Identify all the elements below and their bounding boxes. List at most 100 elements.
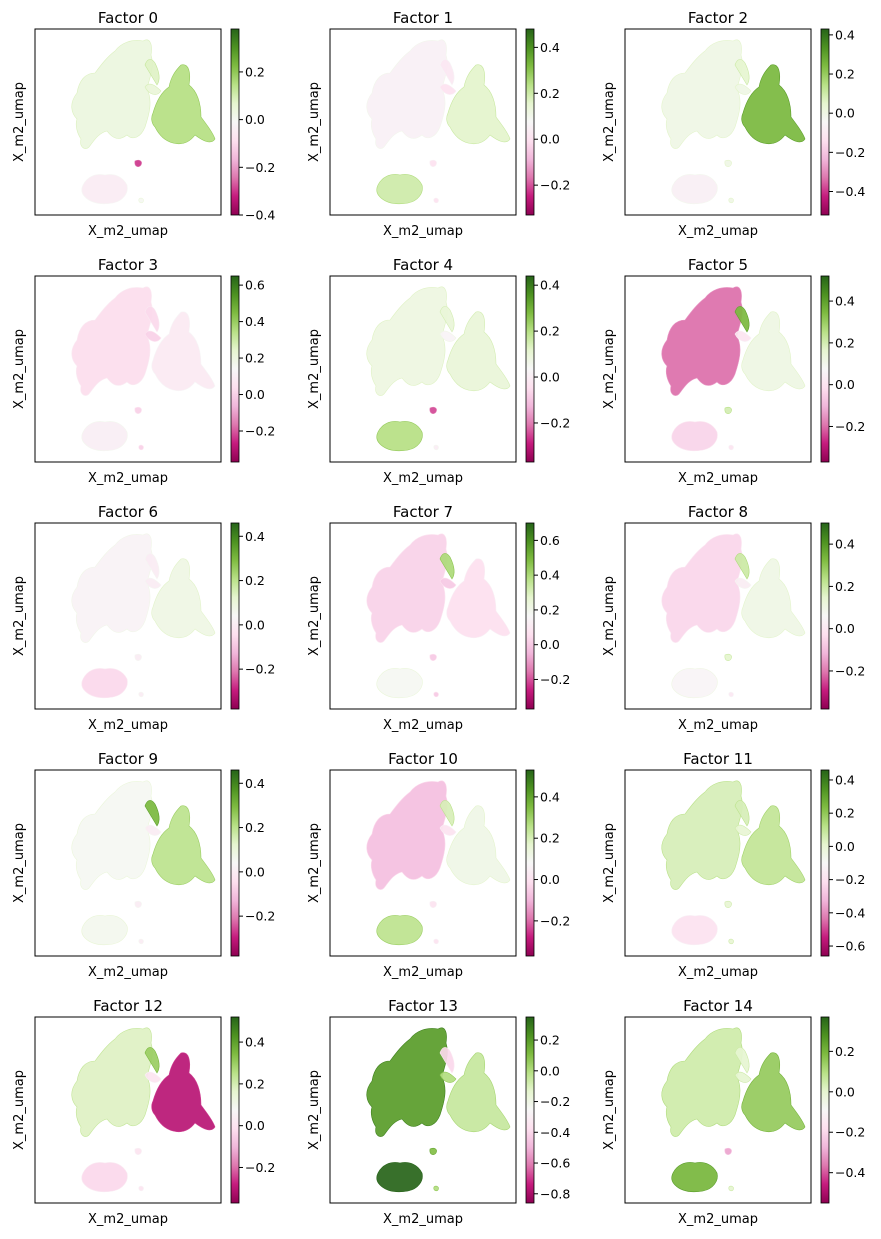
cell-cluster bbox=[734, 83, 752, 95]
colorbar bbox=[820, 769, 830, 957]
factor-panel: Factor 9 X_m2_umap X_m2_umap −0.2 0.0 0.2 0.4 bbox=[12, 750, 275, 980]
colorbar bbox=[525, 769, 535, 957]
cell-cluster bbox=[376, 174, 423, 205]
cell-cluster bbox=[138, 691, 144, 698]
cell-cluster bbox=[71, 780, 153, 890]
cell-cluster bbox=[734, 800, 750, 827]
factor-panel: Factor 12 X_m2_umap X_m2_umap −0.2 0.0 0.2 0.4 bbox=[12, 997, 275, 1227]
cell-cluster bbox=[144, 83, 162, 95]
colorbar-tick-label: 0.4 bbox=[245, 1035, 265, 1050]
panel-title: Factor 11 bbox=[683, 750, 753, 768]
x-axis-label: X_m2_umap bbox=[88, 224, 168, 239]
colorbar-tick-label: 0.2 bbox=[245, 351, 265, 366]
cell-cluster bbox=[728, 444, 734, 451]
colorbar-tick-label: 0.0 bbox=[245, 112, 265, 127]
colorbar bbox=[230, 1016, 240, 1204]
colorbar-tick-label: −0.2 bbox=[245, 662, 275, 677]
cell-cluster bbox=[734, 330, 752, 342]
colorbar-tick-label: 0.0 bbox=[835, 621, 855, 636]
x-axis-label: X_m2_umap bbox=[383, 471, 463, 486]
cell-cluster bbox=[151, 805, 216, 886]
x-axis-label: X_m2_umap bbox=[88, 965, 168, 980]
cell-cluster bbox=[429, 406, 437, 414]
colorbar-tick-label: 0.0 bbox=[245, 864, 265, 879]
colorbar bbox=[525, 28, 535, 216]
y-axis-label: X_m2_umap bbox=[12, 823, 27, 903]
cell-cluster bbox=[366, 286, 448, 396]
x-axis-label: X_m2_umap bbox=[88, 471, 168, 486]
cell-cluster bbox=[71, 39, 153, 149]
panel-title: Factor 1 bbox=[393, 9, 453, 27]
colorbar-tick-label: 0.4 bbox=[540, 40, 560, 55]
x-axis-label: X_m2_umap bbox=[383, 1212, 463, 1227]
cell-cluster bbox=[446, 558, 511, 639]
panel-title: Factor 4 bbox=[393, 256, 453, 274]
colorbar bbox=[525, 1016, 535, 1204]
cell-cluster bbox=[429, 653, 437, 661]
cell-cluster bbox=[138, 938, 144, 945]
cell-cluster bbox=[439, 1047, 455, 1074]
colorbar-tick-label: −0.2 bbox=[245, 424, 275, 439]
x-axis-label: X_m2_umap bbox=[678, 965, 758, 980]
colorbar bbox=[820, 1016, 830, 1204]
cell-cluster bbox=[734, 59, 750, 86]
panel-title: Factor 9 bbox=[98, 750, 158, 768]
y-axis-label: X_m2_umap bbox=[307, 82, 322, 162]
colorbar-tick-label: 0.4 bbox=[835, 294, 855, 309]
x-axis-label: X_m2_umap bbox=[678, 224, 758, 239]
colorbar bbox=[525, 275, 535, 463]
cell-cluster bbox=[671, 421, 718, 452]
factor-panel: Factor 7 X_m2_umap X_m2_umap −0.2 0.0 0.2 0.4 0… bbox=[307, 503, 570, 733]
cell-cluster bbox=[144, 330, 162, 342]
x-axis-label: X_m2_umap bbox=[88, 718, 168, 733]
cell-cluster bbox=[151, 558, 216, 639]
colorbar-tick-label: 0.2 bbox=[245, 573, 265, 588]
y-axis-label: X_m2_umap bbox=[602, 82, 617, 162]
colorbar-tick-label: 0.2 bbox=[540, 86, 560, 101]
colorbar-tick-label: −0.2 bbox=[540, 1094, 570, 1109]
cell-cluster bbox=[734, 824, 752, 836]
colorbar-tick-label: −0.2 bbox=[540, 672, 570, 687]
cell-cluster bbox=[433, 197, 439, 204]
colorbar-tick-label: −0.2 bbox=[245, 1160, 275, 1175]
y-axis-label: X_m2_umap bbox=[602, 823, 617, 903]
cell-cluster bbox=[439, 330, 457, 342]
cell-cluster bbox=[144, 1047, 160, 1074]
colorbar-tick-label: 0.0 bbox=[540, 637, 560, 652]
cell-cluster bbox=[741, 311, 806, 392]
cell-cluster bbox=[134, 653, 142, 661]
cell-cluster bbox=[81, 421, 128, 452]
colorbar-tick-label: 0.4 bbox=[835, 772, 855, 787]
factor-panel: Factor 14 X_m2_umap X_m2_umap −0.4 −0.2 0.0 0.… bbox=[602, 997, 865, 1227]
cell-cluster bbox=[376, 421, 423, 452]
colorbar-tick-label: 0.2 bbox=[245, 64, 265, 79]
colorbar-tick-label: 0.6 bbox=[540, 533, 560, 548]
cell-cluster bbox=[728, 197, 734, 204]
cell-cluster bbox=[671, 1162, 718, 1193]
cell-cluster bbox=[439, 553, 455, 580]
y-axis-label: X_m2_umap bbox=[12, 576, 27, 656]
cell-cluster bbox=[661, 1027, 743, 1137]
colorbar-tick-label: 0.2 bbox=[540, 324, 560, 339]
colorbar bbox=[525, 522, 535, 710]
cell-cluster bbox=[741, 1052, 806, 1133]
cell-cluster bbox=[429, 900, 437, 908]
cell-cluster bbox=[741, 64, 806, 145]
y-axis-label: X_m2_umap bbox=[602, 329, 617, 409]
colorbar-tick-label: −0.2 bbox=[540, 913, 570, 928]
panel-title: Factor 3 bbox=[98, 256, 158, 274]
cell-cluster bbox=[138, 197, 144, 204]
colorbar-tick-label: −0.4 bbox=[245, 208, 275, 223]
colorbar-tick-label: −0.2 bbox=[540, 415, 570, 430]
cell-cluster bbox=[724, 406, 732, 414]
colorbar-tick-label: 0.0 bbox=[540, 132, 560, 147]
colorbar-tick-label: −0.8 bbox=[540, 1186, 570, 1201]
cell-cluster bbox=[144, 577, 162, 589]
cell-cluster bbox=[71, 286, 153, 396]
cell-cluster bbox=[429, 1147, 437, 1155]
factor-panel: Factor 0 X_m2_umap X_m2_umap −0.4 −0.2 0.0 0.2 bbox=[12, 9, 275, 239]
colorbar-tick-label: 0.4 bbox=[245, 529, 265, 544]
cell-cluster bbox=[734, 1047, 750, 1074]
panel-title: Factor 5 bbox=[688, 256, 748, 274]
cell-cluster bbox=[366, 39, 448, 149]
